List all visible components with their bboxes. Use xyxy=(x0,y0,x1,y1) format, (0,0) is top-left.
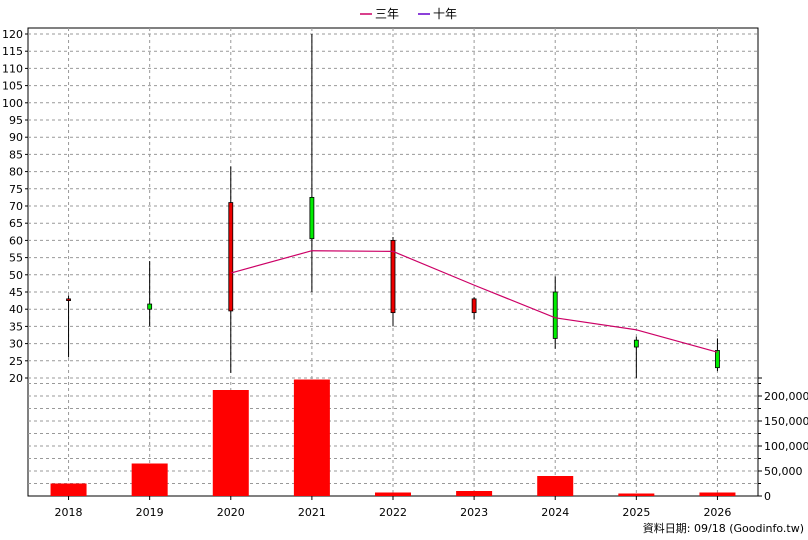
candle-body xyxy=(309,196,315,240)
price-tick-label: 50 xyxy=(9,269,23,282)
candle-body xyxy=(715,350,720,369)
volume-bars xyxy=(50,379,736,496)
volume-bar xyxy=(50,483,87,496)
volume-bar xyxy=(537,476,574,496)
legend-label: 三年 xyxy=(375,7,399,21)
price-tick-label: 85 xyxy=(9,148,23,161)
volume-bar xyxy=(699,492,736,496)
x-tick-label: 2022 xyxy=(379,506,407,519)
price-tick-label: 40 xyxy=(9,303,23,316)
candle-body xyxy=(147,303,153,310)
volume-bar xyxy=(618,493,655,496)
x-tick-label: 2018 xyxy=(55,506,83,519)
x-tick-label: 2026 xyxy=(703,506,731,519)
price-axis-ticks: 20 25 30 35 40 45 50 55 60 65 70 75 80 85 90 95 100 105 11… xyxy=(2,28,28,385)
legend-label: 十年 xyxy=(433,7,457,21)
volume-bar xyxy=(456,491,493,496)
price-tick-label: 30 xyxy=(9,338,23,351)
volume-tick-label: 100,000 xyxy=(764,440,808,453)
volume-bar xyxy=(293,379,330,496)
x-tick-label: 2024 xyxy=(541,506,569,519)
candle-body xyxy=(471,298,477,314)
candle-body xyxy=(633,339,639,348)
price-tick-label: 95 xyxy=(9,114,23,127)
price-tick-label: 90 xyxy=(9,131,23,144)
price-tick-label: 105 xyxy=(2,80,23,93)
volume-bar xyxy=(131,463,168,496)
volume-tick-label: 200,000 xyxy=(764,390,808,403)
three-year-avg-polyline xyxy=(230,250,718,353)
price-tick-label: 20 xyxy=(9,372,23,385)
candle-body xyxy=(552,291,558,339)
data-date-footer: 資料日期: 09/18 (Goodinfo.tw) xyxy=(643,521,804,535)
price-tick-label: 100 xyxy=(2,97,23,110)
price-tick-label: 120 xyxy=(2,28,23,41)
volume-axis-ticks: 0 50,000 100,000 150,000 200,000 xyxy=(758,377,808,503)
candle-body xyxy=(66,298,71,302)
candlesticks xyxy=(66,34,720,378)
price-tick-label: 80 xyxy=(9,166,23,179)
x-tick-label: 2023 xyxy=(460,506,488,519)
x-tick-label: 2025 xyxy=(622,506,650,519)
price-tick-label: 45 xyxy=(9,286,23,299)
price-tick-label: 25 xyxy=(9,355,23,368)
three-year-average-line xyxy=(230,250,718,353)
volume-tick-label: 50,000 xyxy=(764,465,803,478)
price-tick-label: 70 xyxy=(9,200,23,213)
x-tick-label: 2019 xyxy=(136,506,164,519)
price-tick-label: 115 xyxy=(2,45,23,58)
price-tick-label: 60 xyxy=(9,234,23,247)
candle-body xyxy=(228,202,234,312)
volume-tick-label: 0 xyxy=(764,490,771,503)
volume-bar xyxy=(212,390,249,496)
x-tick-label: 2020 xyxy=(217,506,245,519)
price-tick-label: 65 xyxy=(9,217,23,230)
x-tick-label: 2021 xyxy=(298,506,326,519)
x-axis-ticks: 2018 2019 2020 2021 2022 2023 2024 2025 2026 xyxy=(55,496,731,519)
volume-tick-label: 150,000 xyxy=(764,415,808,428)
price-tick-label: 110 xyxy=(2,62,23,75)
candle-body xyxy=(390,239,396,314)
price-tick-label: 75 xyxy=(9,183,23,196)
legend: 三年 十年 xyxy=(360,7,457,21)
price-tick-label: 55 xyxy=(9,252,23,265)
volume-bar xyxy=(375,492,411,496)
price-tick-label: 35 xyxy=(9,320,23,333)
